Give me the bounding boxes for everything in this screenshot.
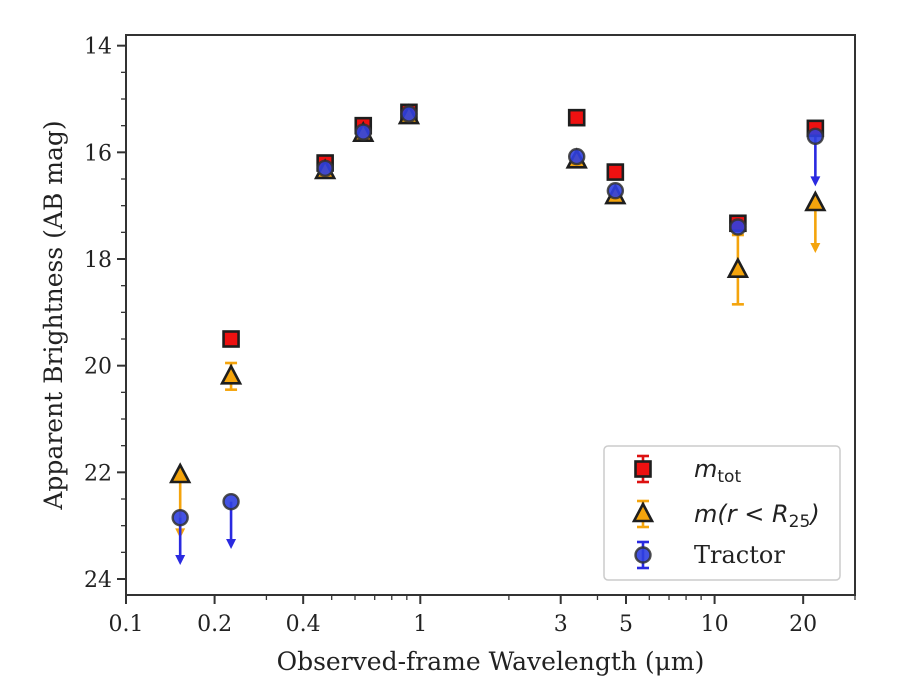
tractor-point-5 [568,147,586,166]
y-tick-label-1: 16 [84,141,112,166]
m-r25-point-7 [726,256,750,278]
y-tick-label-3: 20 [84,355,112,380]
tractor-point-4 [400,105,418,123]
tractor-point-0 [171,508,189,527]
tractor-limit-arrow-0-head [175,555,186,565]
axes-layer: 14 16 18 20 22 24 0.1 0.2 0.4 1 3 5 10 20 [84,34,856,637]
legend-marker-0 [634,460,652,478]
legend: mtot m(r < R25) Tractor [603,445,841,581]
legend-label-2: Tractor [694,541,785,569]
y-axis-title: Apparent Brightness (AB mag) [39,120,68,510]
y-tick-label-5: 24 [84,568,112,593]
m-r25-point-0 [169,462,192,484]
y-tick-label-4: 22 [84,461,112,486]
x-tick-label-6: 10 [701,612,729,637]
tractor-point-8 [806,127,825,146]
x-tick-label-2: 0.4 [286,612,321,637]
legend-marker-1 [631,501,655,523]
x-axis-title: Observed-frame Wavelength (μm) [277,647,705,676]
m-r25-limit-arrow-8-head [810,243,821,253]
m-r25-point-1 [219,363,243,385]
x-tick-label-7: 20 [789,612,817,637]
tractor-limit-arrow-8-head [810,176,821,187]
legend-label-1: m(r < R25) [694,500,820,532]
tractor-point-1 [222,492,240,511]
mtot-point-0 [222,330,240,348]
m-r25-point-8 [804,190,827,212]
x-tick-label-3: 1 [413,612,427,637]
x-tick-label-0: 0.1 [109,612,144,637]
mtot-point-5 [606,163,625,181]
mtot-point-4 [567,108,586,127]
tractor-point-2 [316,159,334,178]
x-tick-label-4: 3 [554,612,568,637]
legend-box [603,445,841,581]
y-tick-label-0: 14 [84,35,112,60]
x-tick-label-1: 0.2 [197,612,232,637]
plot-frame [125,34,856,596]
tractor-point-3 [354,123,372,141]
legend-label-0: mtot [694,455,741,487]
y-tick-label-2: 18 [84,248,112,273]
x-tick-label-5: 5 [619,612,633,637]
tractor-limit-arrow-1-head [226,539,237,549]
data-points-layer [169,103,827,565]
tractor-point-7 [729,218,747,236]
legend-marker-2 [634,546,652,564]
tractor-point-6 [606,182,625,200]
